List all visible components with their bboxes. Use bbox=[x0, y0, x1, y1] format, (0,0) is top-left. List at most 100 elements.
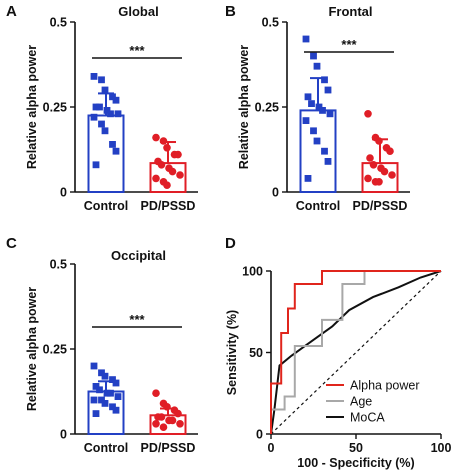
y-tick-label: 0.5 bbox=[50, 16, 67, 30]
data-point-pd-pssd bbox=[364, 174, 372, 183]
data-point-pd-pssd bbox=[157, 413, 166, 421]
y-tick-label: 0 bbox=[272, 186, 279, 200]
data-point-control bbox=[319, 107, 326, 114]
data-point-pd-pssd bbox=[375, 178, 383, 186]
data-point-control bbox=[109, 403, 116, 411]
data-point-control bbox=[112, 147, 120, 155]
panel-b: B Frontal Relative alpha power 0 0.25 0.5 Cont… bbox=[225, 3, 410, 213]
legend-label: Age bbox=[350, 395, 372, 409]
x-axis-label: 100 - Specificity (%) bbox=[297, 456, 414, 470]
data-point-pd-pssd bbox=[163, 181, 171, 189]
roc-line-moca bbox=[270, 270, 442, 435]
data-point-control bbox=[90, 113, 98, 121]
data-point-control bbox=[101, 400, 109, 407]
data-point-control bbox=[103, 389, 111, 397]
panel-label: A bbox=[6, 3, 17, 20]
y-axis-label: Relative alpha power bbox=[25, 287, 39, 411]
legend-label: MoCA bbox=[350, 411, 385, 425]
roc-line-alpha-power bbox=[270, 270, 441, 434]
data-point-control bbox=[101, 127, 109, 135]
roc-line-age bbox=[270, 270, 441, 434]
data-point-control bbox=[315, 103, 323, 111]
data-point-pd-pssd bbox=[176, 420, 184, 428]
data-point-control bbox=[101, 86, 109, 94]
data-point-pd-pssd bbox=[163, 403, 171, 411]
data-point-control bbox=[321, 76, 328, 84]
y-axis-label: Relative alpha power bbox=[237, 45, 251, 169]
data-point-pd-pssd bbox=[176, 171, 184, 179]
data-point-control bbox=[103, 107, 111, 114]
data-point-control bbox=[98, 396, 105, 404]
y-tick-label: 0 bbox=[60, 428, 67, 442]
panel-d: D Sensitivity (%) 100 - Specificity (%) 0 50… bbox=[225, 235, 451, 470]
chart-title: Global bbox=[118, 4, 158, 19]
data-point-control bbox=[112, 96, 120, 104]
data-point-control bbox=[112, 406, 120, 414]
data-point-pd-pssd bbox=[174, 150, 182, 159]
data-point-control bbox=[310, 52, 317, 60]
data-point-control bbox=[112, 379, 120, 387]
y-tick-label: 0.5 bbox=[50, 258, 67, 272]
panel-label: C bbox=[6, 235, 17, 252]
x-tick-label: 50 bbox=[349, 441, 363, 455]
y-axis-label: Relative alpha power bbox=[25, 45, 39, 169]
y-tick-label: 0 bbox=[60, 186, 67, 200]
data-point-control bbox=[101, 372, 109, 380]
y-tick-label: 0.25 bbox=[255, 101, 279, 115]
data-point-pd-pssd bbox=[168, 167, 177, 176]
data-point-pd-pssd bbox=[159, 423, 168, 432]
x-tick-label: PD/PSSD bbox=[353, 199, 408, 213]
panel-c: C Occipital Relative alpha power 0 0.25 0.5 Co… bbox=[6, 235, 198, 455]
data-point-pd-pssd bbox=[375, 137, 383, 145]
y-tick-label: 0 bbox=[256, 428, 263, 442]
data-point-control bbox=[98, 369, 105, 377]
data-point-control bbox=[302, 35, 310, 43]
data-point-control bbox=[90, 362, 98, 370]
panel-label: D bbox=[225, 235, 236, 252]
significance-label: *** bbox=[129, 43, 145, 58]
data-point-control bbox=[98, 76, 105, 84]
data-point-pd-pssd bbox=[152, 420, 160, 428]
data-point-control bbox=[321, 147, 328, 155]
data-point-control bbox=[313, 137, 321, 145]
significance-label: *** bbox=[129, 312, 145, 327]
data-point-control bbox=[304, 93, 312, 101]
significance-label: *** bbox=[341, 37, 357, 52]
legend: Alpha power Age MoCA bbox=[326, 379, 420, 425]
data-point-control bbox=[313, 62, 321, 70]
data-point-control bbox=[302, 117, 310, 124]
y-tick-label: 0.25 bbox=[43, 101, 67, 115]
data-point-pd-pssd bbox=[157, 161, 166, 169]
data-point-pd-pssd bbox=[152, 174, 160, 183]
data-point-pd-pssd bbox=[364, 110, 372, 118]
data-point-control bbox=[304, 175, 312, 182]
data-point-pd-pssd bbox=[163, 144, 171, 152]
y-tick-label: 0.25 bbox=[43, 343, 67, 357]
data-point-pd-pssd bbox=[388, 171, 396, 179]
data-point-control bbox=[90, 396, 98, 404]
data-point-control bbox=[114, 393, 122, 400]
data-point-control bbox=[310, 127, 317, 135]
chart-title: Frontal bbox=[328, 4, 372, 19]
data-point-pd-pssd bbox=[168, 416, 177, 425]
data-point-control bbox=[92, 410, 100, 417]
data-point-pd-pssd bbox=[174, 409, 182, 418]
y-axis-label: Sensitivity (%) bbox=[225, 310, 239, 395]
data-point-control bbox=[107, 389, 114, 397]
data-point-control bbox=[92, 103, 100, 111]
data-point-control bbox=[92, 383, 100, 390]
data-point-control bbox=[107, 110, 114, 118]
data-point-pd-pssd bbox=[159, 137, 168, 145]
data-point-pd-pssd bbox=[152, 133, 160, 142]
data-point-control bbox=[92, 161, 100, 169]
data-point-control bbox=[109, 93, 116, 101]
data-point-control bbox=[98, 120, 105, 128]
x-tick-label: Control bbox=[84, 441, 128, 455]
data-point-control bbox=[109, 376, 116, 383]
x-tick-label: Control bbox=[296, 199, 340, 213]
data-point-control bbox=[96, 386, 103, 394]
x-tick-label: Control bbox=[84, 199, 128, 213]
data-point-pd-pssd bbox=[369, 161, 378, 169]
data-point-control bbox=[326, 110, 334, 118]
